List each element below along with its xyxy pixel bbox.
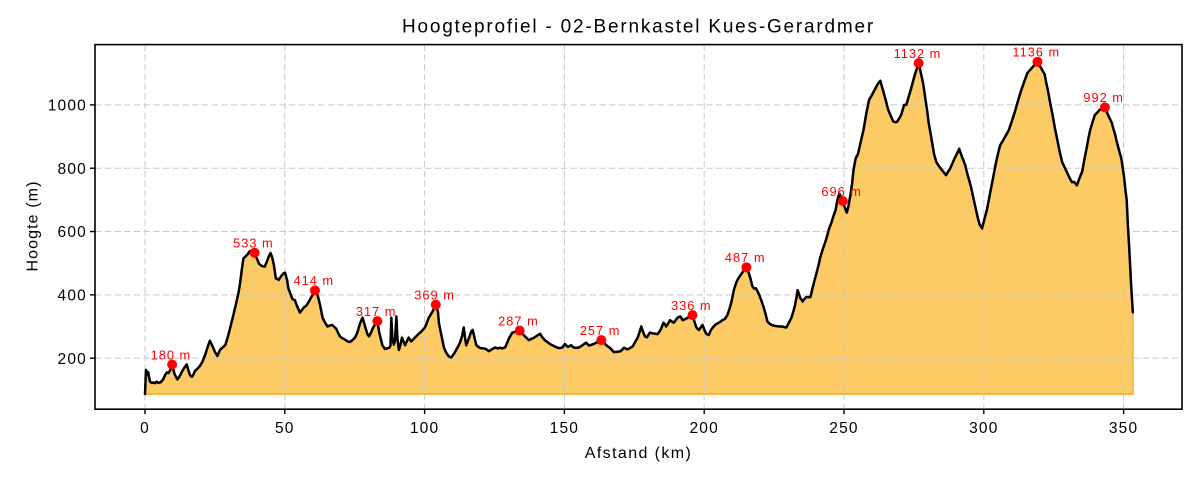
svg-text:Hoogteprofiel - 02-Bernkastel: Hoogteprofiel - 02-Bernkastel Kues-Gerar… xyxy=(402,17,875,38)
svg-text:992 m: 992 m xyxy=(1083,90,1124,105)
svg-text:200: 200 xyxy=(689,420,718,437)
svg-text:350: 350 xyxy=(1109,420,1138,437)
svg-text:257 m: 257 m xyxy=(580,323,621,338)
svg-text:Afstand (km): Afstand (km) xyxy=(585,445,693,462)
svg-text:1132 m: 1132 m xyxy=(894,46,942,61)
svg-text:0: 0 xyxy=(140,420,150,437)
svg-text:414 m: 414 m xyxy=(294,273,335,288)
svg-text:1000: 1000 xyxy=(48,98,87,115)
svg-text:200: 200 xyxy=(58,351,87,368)
svg-text:696 m: 696 m xyxy=(821,184,862,199)
svg-text:400: 400 xyxy=(58,287,87,304)
svg-text:287 m: 287 m xyxy=(498,313,539,328)
svg-text:800: 800 xyxy=(58,161,87,178)
svg-text:250: 250 xyxy=(829,420,858,437)
svg-text:317 m: 317 m xyxy=(356,304,397,319)
svg-text:1136 m: 1136 m xyxy=(1012,45,1060,60)
svg-text:300: 300 xyxy=(969,420,998,437)
svg-text:150: 150 xyxy=(550,420,579,437)
svg-text:487 m: 487 m xyxy=(725,250,766,265)
svg-text:600: 600 xyxy=(58,224,87,241)
svg-text:533 m: 533 m xyxy=(233,236,274,251)
svg-text:369 m: 369 m xyxy=(414,287,455,302)
svg-text:Hoogte (m): Hoogte (m) xyxy=(25,180,42,271)
svg-text:100: 100 xyxy=(410,420,439,437)
svg-text:336 m: 336 m xyxy=(671,298,712,313)
svg-text:50: 50 xyxy=(275,420,295,437)
svg-text:180 m: 180 m xyxy=(151,347,192,362)
